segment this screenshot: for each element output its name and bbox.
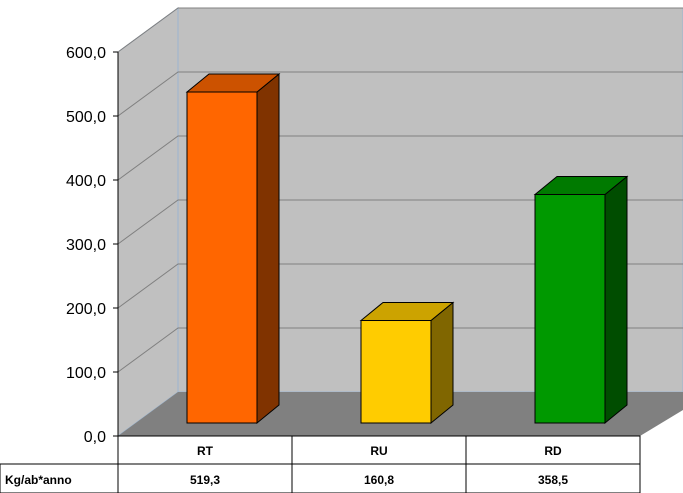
bar-rt	[185, 72, 281, 425]
y-tick-label: 600,0	[66, 45, 106, 62]
bar-front	[360, 320, 432, 424]
gridline	[117, 71, 683, 117]
y-tick-label: 0,0	[84, 429, 106, 446]
gridline	[117, 7, 683, 53]
data-table-value-rt: 519,3	[190, 473, 220, 487]
data-table-value-rd: 358,5	[538, 473, 568, 487]
gridline	[117, 199, 683, 245]
category-label-ru: RU	[370, 444, 387, 458]
y-tick-label: 500,0	[66, 109, 106, 126]
bars	[185, 72, 629, 425]
data-table-row-label: Kg/ab*anno	[5, 473, 72, 487]
bar-side	[256, 72, 280, 425]
data-table-value-row	[0, 463, 641, 493]
bar-side	[604, 175, 628, 425]
bar-side	[430, 301, 454, 425]
y-axis: 0,0 100,0 200,0 300,0 400,0 500,0 600,0	[66, 45, 118, 446]
data-table: RT RU RD Kg/ab*anno 519,3 160,8 358,5	[0, 435, 641, 493]
bar-front	[186, 91, 258, 424]
category-label-rt: RT	[197, 444, 214, 458]
category-label-rd: RD	[544, 444, 562, 458]
y-tick-label: 100,0	[66, 365, 106, 382]
data-table-header-row	[117, 435, 641, 465]
gridline	[117, 135, 683, 181]
y-tick-label: 300,0	[66, 237, 106, 254]
bar-front	[534, 193, 606, 424]
gridline	[117, 263, 683, 309]
y-tick-label: 400,0	[66, 173, 106, 190]
gridline	[117, 327, 683, 373]
bar-ru	[359, 301, 455, 425]
data-table-value-ru: 160,8	[364, 473, 394, 487]
bar-rd	[533, 175, 629, 425]
y-tick-label: 200,0	[66, 301, 106, 318]
gridlines	[117, 7, 683, 373]
